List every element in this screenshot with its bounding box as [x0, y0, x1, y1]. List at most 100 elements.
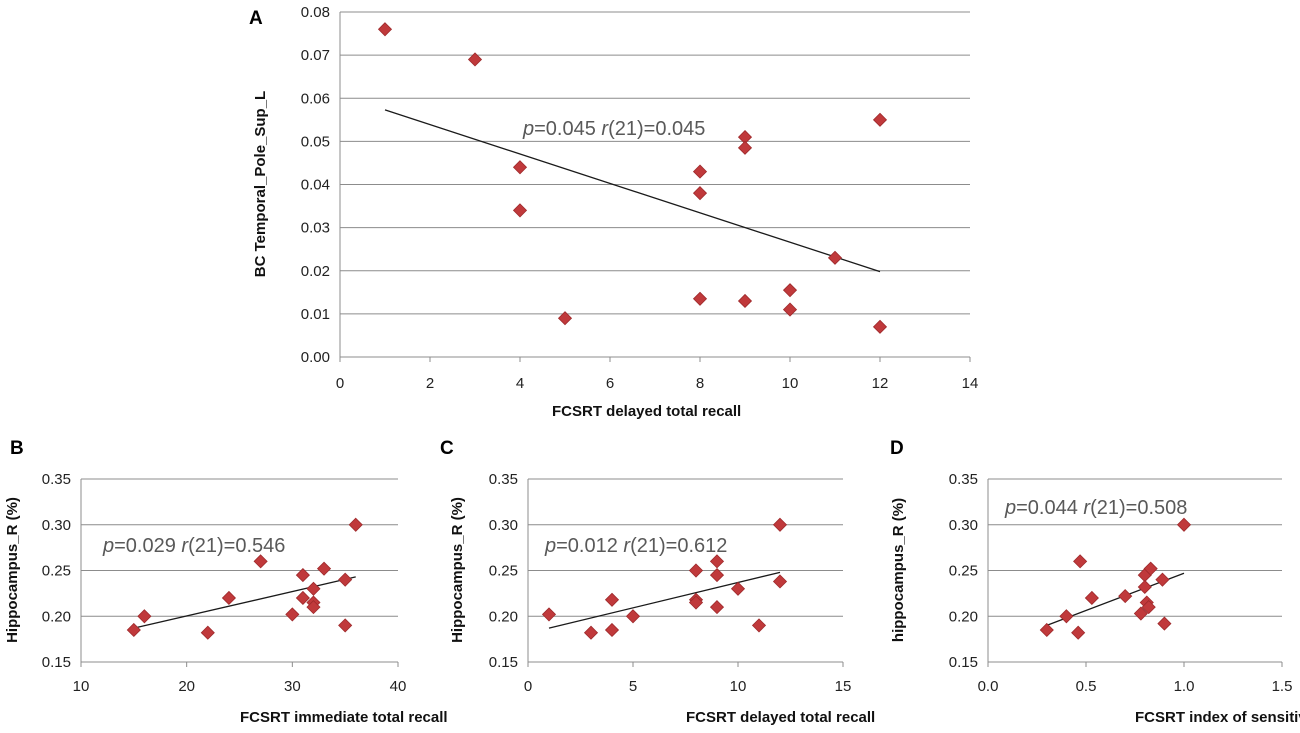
x-tick-label: 10 [782, 375, 799, 392]
y-axis-title: BC Temporal_Pole_Sup_L [252, 91, 269, 277]
data-point [692, 186, 708, 201]
x-tick-label: 10 [73, 678, 90, 695]
x-tick-label: 10 [730, 678, 747, 695]
data-point [541, 607, 557, 622]
data-point [772, 574, 788, 589]
y-axis-title: Hippocampus_R (%) [4, 497, 21, 643]
y-tick-label: 0.35 [949, 471, 978, 488]
y-tick-label: 0.04 [301, 177, 330, 194]
p-value: =0.044 [1016, 497, 1083, 519]
data-point [285, 607, 300, 622]
panel-b: 0.15 0.20 0.25 0.30 0.35 10 20 30 40 p=0.029 r(21… [4, 438, 448, 726]
data-point [1071, 625, 1086, 640]
x-axis-title: FCSRT delayed total recall [686, 709, 875, 726]
x-axis-title: FCSRT immediate total recall [240, 709, 448, 726]
data-point [1157, 616, 1172, 631]
x-tick-label: 40 [390, 678, 407, 695]
y-tick-label: 0.06 [301, 90, 330, 107]
data-point [625, 609, 641, 624]
stat-annotation: p=0.045 r(21)=0.045 [522, 118, 705, 140]
x-tick-label: 2 [426, 375, 434, 392]
r-symbol: r [601, 118, 609, 140]
y-tick-label: 0.20 [949, 608, 978, 625]
data-point [688, 563, 704, 578]
panel-letter: A [249, 8, 263, 29]
p-symbol: p [522, 118, 534, 140]
x-tick-label: 6 [606, 375, 614, 392]
y-tick-label: 0.30 [489, 517, 518, 534]
y-axis-title: Hippocampus_R (%) [449, 497, 466, 643]
y-tick-label: 0.30 [42, 517, 71, 534]
data-point [782, 283, 798, 298]
data-point [377, 22, 393, 37]
data-point [604, 622, 620, 638]
r-value: (21)=0.045 [608, 118, 705, 140]
trendline [548, 571, 781, 629]
panel-c: 0.15 0.20 0.25 0.30 0.35 0 5 10 15 p=0.012 r(21)=… [440, 438, 875, 726]
data-point [1118, 589, 1133, 604]
data-point [1059, 609, 1074, 624]
data-point [221, 590, 236, 606]
r-symbol: r [181, 535, 189, 557]
data-point [692, 164, 708, 179]
x-tick-label: 5 [629, 678, 637, 695]
x-tick-label: 0 [524, 678, 532, 695]
data-point [1141, 600, 1156, 615]
stat-annotation: p=0.029 r(21)=0.546 [102, 535, 285, 557]
data-point [1155, 572, 1170, 587]
r-value: (21)=0.612 [630, 535, 727, 557]
data-point [316, 561, 332, 576]
x-tick-label: 0.0 [978, 678, 999, 695]
data-point [1137, 579, 1152, 595]
data-point [772, 517, 788, 532]
data-point [295, 568, 310, 583]
x-tick-label: 15 [835, 678, 852, 695]
data-point [126, 622, 141, 638]
data-point [751, 618, 767, 633]
panel-letter: B [10, 438, 24, 459]
r-symbol: r [623, 535, 631, 557]
x-axis-title: FCSRT delayed total recall [552, 403, 741, 420]
y-tick-label: 0.15 [949, 654, 978, 671]
p-symbol: p [1004, 497, 1016, 519]
data-point [827, 250, 843, 265]
x-tick-label: 12 [872, 375, 889, 392]
y-tick-label: 0.02 [301, 263, 330, 280]
y-tick-label: 0.20 [42, 608, 71, 625]
data-point [1039, 622, 1054, 638]
data-point [137, 609, 152, 624]
data-point [737, 140, 753, 155]
data-point [737, 293, 753, 309]
x-tick-label: 8 [696, 375, 704, 392]
data-point [1133, 606, 1148, 621]
panel-a: 0.00 0.01 0.02 0.03 0.04 0.05 0.06 0.07 0.08 0 2 4 6… [249, 4, 978, 420]
p-value: =0.012 [556, 535, 623, 557]
y-tick-label: 0.08 [301, 4, 330, 21]
data-point [200, 625, 215, 640]
p-symbol: p [102, 535, 114, 557]
y-tick-label: 0.15 [489, 654, 518, 671]
x-tick-label: 4 [516, 375, 524, 392]
panel-letter: D [890, 438, 904, 459]
p-value: =0.029 [114, 535, 181, 557]
data-point [709, 600, 725, 615]
y-tick-label: 0.25 [489, 563, 518, 580]
y-tick-label: 0.25 [949, 563, 978, 580]
x-axis-title: FCSRT index of sensitivity [1135, 709, 1300, 726]
data-point [295, 590, 310, 606]
data-point [782, 302, 798, 317]
y-tick-label: 0.20 [489, 608, 518, 625]
data-point [730, 581, 746, 596]
data-point [1073, 554, 1088, 569]
p-symbol: p [544, 535, 556, 557]
y-tick-label: 0.07 [301, 47, 330, 64]
stat-annotation: p=0.012 r(21)=0.612 [544, 535, 727, 557]
data-point [348, 517, 363, 532]
y-tick-label: 0.15 [42, 654, 71, 671]
p-value: =0.045 [534, 118, 601, 140]
y-tick-label: 0.25 [42, 563, 71, 580]
y-tick-label: 0.03 [301, 220, 330, 237]
data-point [557, 311, 573, 326]
trendline [133, 576, 356, 629]
